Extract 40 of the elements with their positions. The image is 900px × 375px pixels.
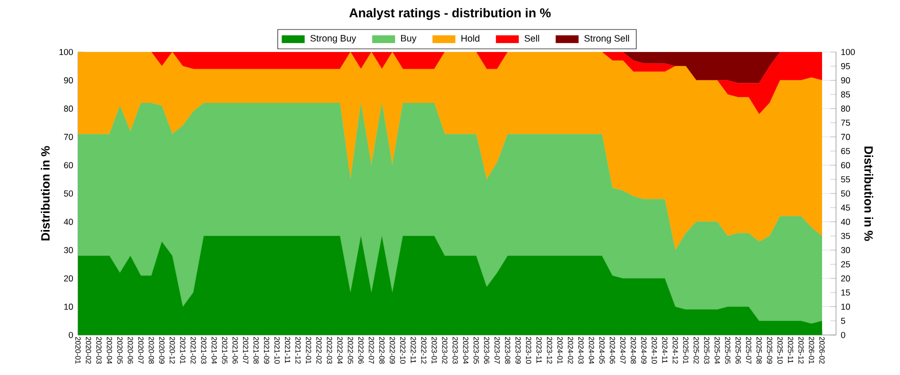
- legend-label: Strong Buy: [310, 34, 356, 44]
- y2-tick-label: 5: [841, 318, 846, 324]
- y2-tick-label: 55: [841, 176, 850, 182]
- y2-tick-label: 0: [841, 332, 846, 338]
- legend-label: Sell: [524, 34, 540, 42]
- y2-axis-title: Distribution in %: [864, 146, 874, 241]
- y2-tick-label: 20: [841, 275, 850, 282]
- y2-tick-label: 50: [841, 190, 850, 197]
- y-tick-label: 60: [64, 162, 73, 168]
- y2-tick-label: 95: [841, 63, 850, 70]
- y-tick-label: 10: [64, 304, 73, 310]
- y-tick-label: 20: [64, 275, 73, 282]
- y2-tick-label: 25: [841, 261, 850, 268]
- y2-tick-label: 70: [841, 134, 850, 140]
- y2-tick-label: 75: [841, 120, 850, 126]
- y2-tick-label: 60: [841, 162, 850, 168]
- y2-tick-label: 40: [840, 218, 850, 225]
- y2-tick-label: 10: [841, 304, 850, 310]
- y2-tick-label: 35: [841, 232, 850, 240]
- legend-label: Strong Sell: [584, 34, 629, 44]
- y-axis-title: Distribution in %: [40, 146, 50, 240]
- y-tick-label: 100: [60, 48, 73, 56]
- y-tick-label: 80: [64, 106, 73, 112]
- y-tick-label: 50: [64, 190, 73, 197]
- y2-tick-label: 15: [841, 290, 850, 296]
- y-tick-label: 30: [64, 247, 73, 254]
- y-tick-label: 40: [64, 218, 73, 225]
- y2-tick-label: 65: [841, 148, 850, 154]
- y2-tick-label: 100: [841, 48, 855, 56]
- y-tick-label: 0: [68, 332, 73, 338]
- y-tick-label: 90: [64, 77, 73, 84]
- y-tick-label: 70: [64, 134, 73, 140]
- y2-tick-label: 45: [840, 204, 850, 211]
- y2-tick-label: 30: [841, 247, 850, 254]
- y2-tick-label: 85: [841, 91, 850, 98]
- chart-title: Analyst ratings - distribution in %: [349, 8, 551, 20]
- y2-tick-label: 90: [841, 77, 850, 84]
- y2-tick-label: 80: [841, 106, 850, 112]
- legend-label: Hold: [461, 34, 480, 42]
- legend-label: Buy: [401, 34, 416, 44]
